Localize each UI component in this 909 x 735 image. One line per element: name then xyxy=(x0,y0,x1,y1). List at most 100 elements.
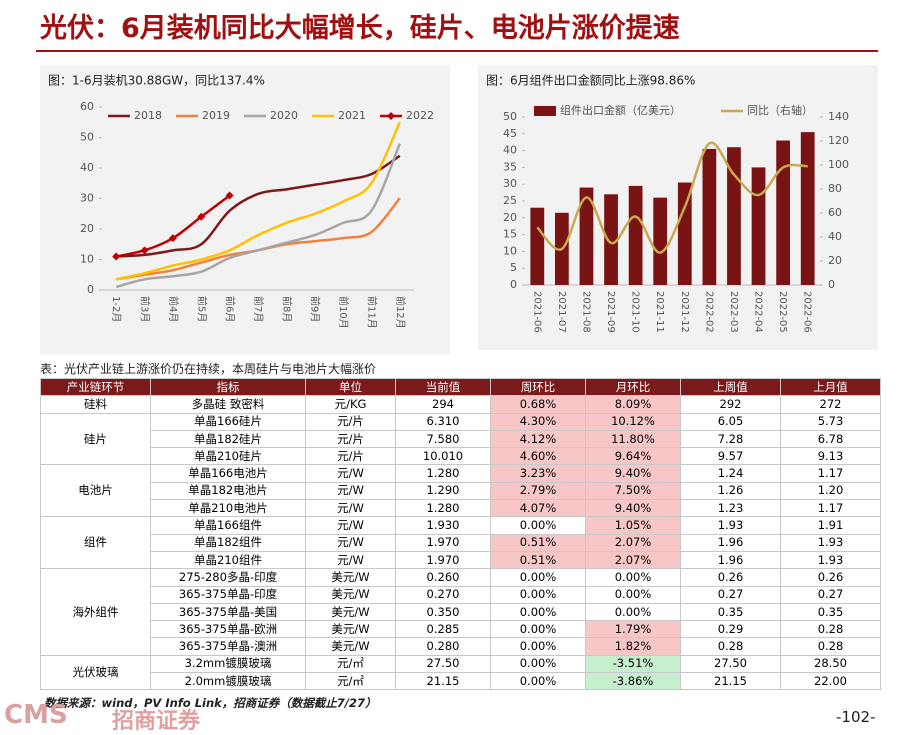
y-tick-label: 5 xyxy=(510,261,517,274)
series-line xyxy=(116,154,401,258)
cell: 365-375单晶-澳洲 xyxy=(150,637,306,656)
page-number: -102- xyxy=(836,708,876,726)
legend-label: 2022 xyxy=(406,109,434,122)
cell: 元/㎡ xyxy=(305,654,396,674)
cell: -3.51% xyxy=(585,654,681,674)
cell: 多晶硅 致密料 xyxy=(150,395,306,414)
cell: 7.28 xyxy=(680,429,781,449)
x-tick-label: 前5月 xyxy=(195,296,208,322)
bar xyxy=(727,147,741,285)
cell: 0.00% xyxy=(585,602,681,622)
cell: 单晶166电池片 xyxy=(150,464,306,483)
table-row: 单晶210电池片 元/W 1.280 4.07% 9.40% 1.23 1.17 xyxy=(41,499,881,518)
y-tick-label: 40 xyxy=(503,144,517,157)
cell: 7.50% xyxy=(585,481,681,501)
marker xyxy=(168,234,177,243)
header-cell: 上周值 xyxy=(680,377,781,397)
bar xyxy=(604,194,618,285)
marker xyxy=(140,246,149,255)
cell: 1.20 xyxy=(780,481,881,501)
x-tick-label: 2021-07 xyxy=(556,291,567,333)
cell: 0.26 xyxy=(780,568,881,587)
cell: 1.91 xyxy=(780,516,881,535)
cell: 1.970 xyxy=(395,533,491,552)
cell: 9.57 xyxy=(680,447,781,466)
cell: 3.23% xyxy=(490,464,586,483)
bar xyxy=(579,187,594,285)
x-tick-label: 前3月 xyxy=(139,296,152,322)
cell: 0.00% xyxy=(490,516,586,535)
cell: 1.05% xyxy=(585,516,681,535)
cell: 0.26 xyxy=(680,568,781,587)
cell: 6.310 xyxy=(395,412,491,431)
cell: 0.280 xyxy=(395,637,491,656)
cell: 0.29 xyxy=(680,620,781,639)
cell: 1.96 xyxy=(680,550,781,570)
cell: 0.28 xyxy=(680,637,781,656)
header-cell: 指标 xyxy=(150,377,306,397)
x-tick-label: 2022-03 xyxy=(728,291,739,333)
cell: 27.50 xyxy=(395,654,491,674)
cell: 1.26 xyxy=(680,481,781,501)
cell: 4.60% xyxy=(490,447,586,466)
cell: 单晶182组件 xyxy=(150,533,306,552)
y2-tick-label: 140 xyxy=(828,110,849,123)
x-tick-label: 前7月 xyxy=(252,296,265,322)
marker xyxy=(197,212,206,221)
chart: 图：1-6月装机30.88GW，同比137.4% 0 10 20 30 40 50 60 1-2… xyxy=(40,65,450,355)
cell: 元/W xyxy=(305,533,396,552)
header-cell: 月环比 xyxy=(585,377,681,397)
cell: 22.00 xyxy=(780,672,881,691)
cell: 0.00% xyxy=(490,602,586,622)
group-cell: 硅片 xyxy=(40,412,151,466)
cell: 1.79% xyxy=(585,620,681,639)
series-line xyxy=(115,197,401,281)
logo: CMS xyxy=(4,700,68,730)
cell: 元/片 xyxy=(305,429,396,449)
cell: 1.970 xyxy=(395,550,491,570)
table-row: 单晶210组件 元/W 1.970 0.51% 2.07% 1.96 1.93 xyxy=(41,550,881,570)
source-note: 数据来源：wind，PV Info Link，招商证券（数据截止7/27） xyxy=(44,696,377,710)
cell: 1.17 xyxy=(780,499,881,518)
y-tick-label: 40 xyxy=(80,161,94,174)
y2-tick-label: 120 xyxy=(828,134,849,147)
y-tick-label: 50 xyxy=(503,110,517,123)
legend-label: 组件出口金额（亿美元） xyxy=(560,103,681,117)
cell: 1.24 xyxy=(680,464,781,483)
x-tick-label: 2022-05 xyxy=(777,291,788,333)
cell: 0.00% xyxy=(490,654,586,674)
cell: 0.28 xyxy=(780,620,881,639)
x-tick-label: 1-2月 xyxy=(110,296,122,322)
cell: 0.28 xyxy=(780,637,881,656)
header-cell: 单位 xyxy=(305,377,396,397)
cell: 294 xyxy=(395,395,491,414)
cell: 美元/W xyxy=(305,620,396,639)
y-tick-label: 10 xyxy=(80,253,94,266)
cell: 2.07% xyxy=(585,550,681,570)
header-cell: 当前值 xyxy=(395,377,491,397)
cell: 0.350 xyxy=(395,602,491,622)
cell: 0.00% xyxy=(490,672,586,691)
cell: 3.2mm镀膜玻璃 xyxy=(150,654,306,674)
cell: 9.64% xyxy=(585,447,681,466)
cell: 2.0mm镀膜玻璃 xyxy=(150,672,306,691)
legend-label: 2020 xyxy=(270,109,298,122)
x-tick-label: 前11月 xyxy=(365,296,378,329)
x-tick-label: 2021-08 xyxy=(580,291,591,333)
marker xyxy=(225,191,234,200)
x-tick-label: 2022-04 xyxy=(753,291,764,333)
cell: 275-280多晶-印度 xyxy=(150,568,306,587)
cell: 0.285 xyxy=(395,620,491,639)
cell: 0.00% xyxy=(585,585,681,604)
cell: 元/W xyxy=(305,481,396,501)
cell: 1.96 xyxy=(680,533,781,552)
table-row: 光伏玻璃 3.2mm镀膜玻璃 元/㎡ 27.50 0.00% -3.51% 27.50 28.… xyxy=(40,654,881,691)
cell: 1.93 xyxy=(680,516,781,535)
table-row: 组件 单晶166组件 元/W 1.930 0.00% 1.05% 1.93 1.91 xyxy=(40,516,881,570)
cell: 0.27 xyxy=(680,585,781,604)
x-tick-label: 前12月 xyxy=(394,296,407,329)
cell: 0.51% xyxy=(490,533,586,552)
table-title: 表：光伏产业链上游涨价仍在持续，本周硅片与电池片大幅涨价 xyxy=(40,362,377,376)
cell: 8.09% xyxy=(585,395,681,414)
